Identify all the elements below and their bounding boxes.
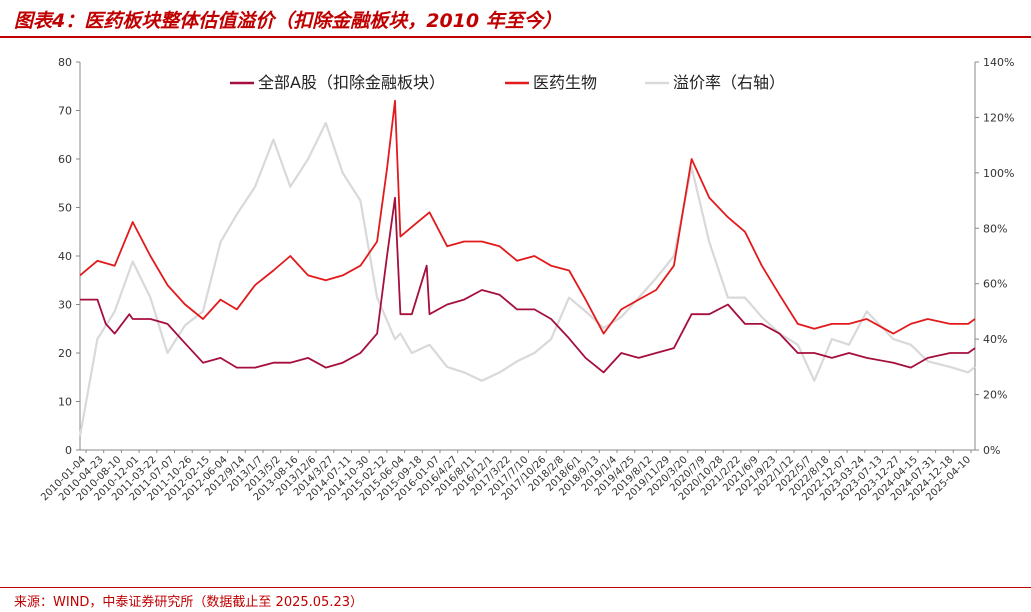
source-rule	[0, 587, 1031, 588]
y-left-tick-label: 0	[65, 444, 72, 457]
y-left-tick-label: 80	[58, 56, 72, 69]
y-right-tick-label: 0%	[983, 444, 1000, 457]
y-left-tick-label: 40	[58, 250, 72, 263]
y-right-tick-label: 120%	[983, 111, 1014, 124]
legend-label-1: 医药生物	[533, 73, 597, 92]
series-line-2	[78, 121, 976, 437]
chart-title: 图表4：医药板块整体估值溢价（扣除金融板块，2010 年至今）	[14, 10, 562, 32]
y-right-tick-label: 40%	[983, 333, 1007, 346]
y-left-tick-label: 50	[58, 202, 72, 215]
source-note: 来源：WIND，中泰证券研究所（数据截止至 2025.05.23）	[14, 595, 363, 610]
y-right-tick-label: 60%	[983, 278, 1007, 291]
y-left-tick-label: 60	[58, 153, 72, 166]
title-rule	[0, 36, 1031, 38]
y-right-tick-label: 100%	[983, 167, 1014, 180]
y-left-tick-label: 30	[58, 299, 72, 312]
y-left-tick-label: 10	[58, 396, 72, 409]
y-right-tick-label: 140%	[983, 56, 1014, 69]
y-left-tick-label: 70	[58, 105, 72, 118]
legend-label-2: 溢价率（右轴）	[673, 73, 785, 92]
y-left-tick-label: 20	[58, 347, 72, 360]
chart-area: 0 10 20 30 40 50 60 70 80 0% 20% 40% 60% 80% 100% 120% 1…	[0, 40, 1031, 585]
series-line-0	[80, 196, 976, 374]
line-chart: 0 10 20 30 40 50 60 70 80 0% 20% 40% 60% 80% 100% 120% 1…	[39, 56, 1014, 503]
y-right-tick-label: 20%	[983, 389, 1007, 402]
series-line-1	[79, 99, 976, 335]
title-bar: 图表4：医药板块整体估值溢价（扣除金融板块，2010 年至今）	[0, 0, 1031, 38]
y-right-tick-label: 80%	[983, 222, 1007, 235]
legend-label-0: 全部A股（扣除金融板块）	[258, 73, 445, 92]
